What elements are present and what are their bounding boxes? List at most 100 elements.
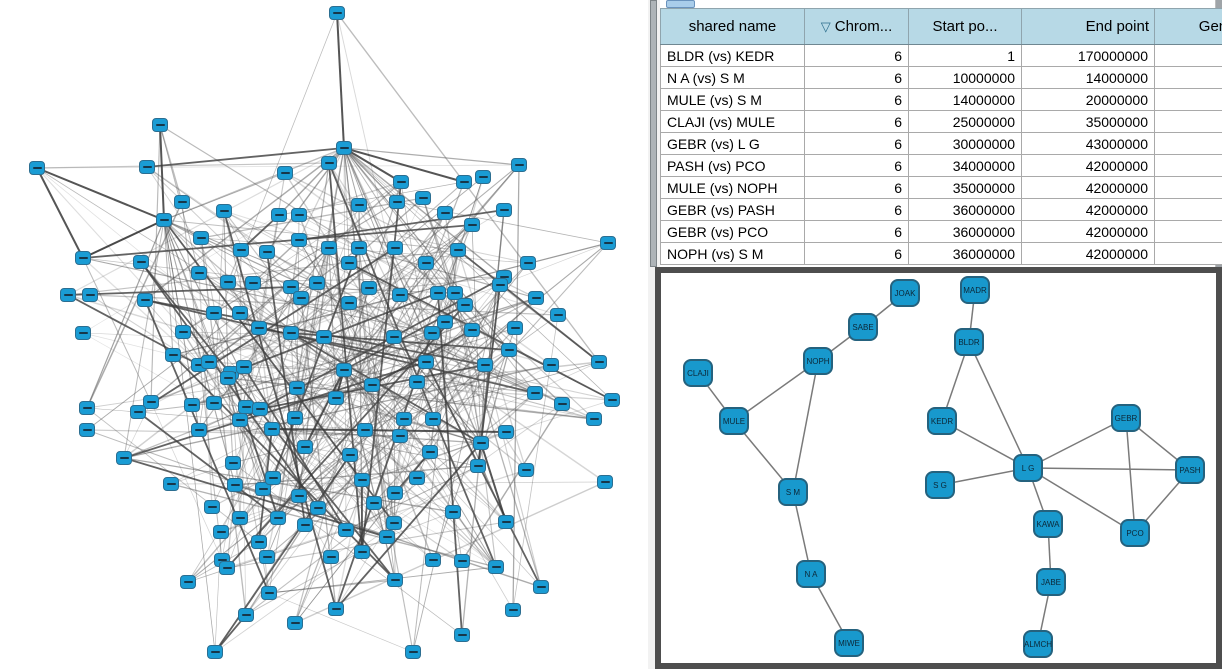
overview-node[interactable]	[289, 381, 305, 395]
overview-node[interactable]	[554, 397, 570, 411]
overview-node[interactable]	[283, 326, 299, 340]
overview-node[interactable]	[321, 241, 337, 255]
overview-node[interactable]	[79, 401, 95, 415]
network-node-sabe[interactable]: SABE	[848, 313, 878, 341]
overview-node[interactable]	[457, 298, 473, 312]
overview-node[interactable]	[204, 500, 220, 514]
overview-node[interactable]	[425, 412, 441, 426]
overview-node[interactable]	[351, 241, 367, 255]
network-overview-panel[interactable]	[0, 0, 648, 669]
overview-node[interactable]	[165, 348, 181, 362]
network-node-miwe[interactable]: MIWE	[834, 629, 864, 657]
overview-node[interactable]	[387, 241, 403, 255]
overview-node[interactable]	[191, 266, 207, 280]
overview-node[interactable]	[207, 645, 223, 659]
column-header-startpo[interactable]: Start po...	[908, 8, 1022, 45]
overview-node[interactable]	[387, 486, 403, 500]
overview-node[interactable]	[492, 278, 508, 292]
column-header-chrom[interactable]: ▽ Chrom...	[804, 8, 909, 45]
overview-node[interactable]	[259, 550, 275, 564]
overview-node[interactable]	[264, 422, 280, 436]
network-node-kedr[interactable]: KEDR	[927, 407, 957, 435]
overview-node[interactable]	[79, 423, 95, 437]
overview-node[interactable]	[396, 412, 412, 426]
overview-node[interactable]	[291, 233, 307, 247]
overview-node[interactable]	[139, 160, 155, 174]
column-header-endpoint[interactable]: End point	[1021, 8, 1155, 45]
overview-node[interactable]	[464, 218, 480, 232]
overview-node[interactable]	[550, 308, 566, 322]
network-node-bldr[interactable]: BLDR	[954, 328, 984, 356]
overview-node[interactable]	[386, 330, 402, 344]
scrollbar-up-cap[interactable]	[1216, 0, 1222, 14]
network-node-jabe[interactable]: JABE	[1036, 568, 1066, 596]
overview-node[interactable]	[219, 561, 235, 575]
overview-node[interactable]	[437, 315, 453, 329]
overview-node[interactable]	[430, 286, 446, 300]
overview-node[interactable]	[287, 411, 303, 425]
table-row[interactable]: GEBR (vs) L G6300000004300000016.9	[660, 132, 1222, 155]
overview-node[interactable]	[293, 291, 309, 305]
overview-node[interactable]	[232, 511, 248, 525]
overview-node[interactable]	[328, 602, 344, 616]
overview-node[interactable]	[366, 496, 382, 510]
overview-node[interactable]	[418, 355, 434, 369]
overview-node[interactable]	[206, 306, 222, 320]
overview-node[interactable]	[259, 245, 275, 259]
overview-node[interactable]	[233, 243, 249, 257]
overview-node[interactable]	[477, 358, 493, 372]
overview-node[interactable]	[464, 323, 480, 337]
overview-node[interactable]	[527, 386, 543, 400]
overview-node[interactable]	[184, 398, 200, 412]
overview-node[interactable]	[232, 413, 248, 427]
overview-node[interactable]	[309, 276, 325, 290]
overview-node[interactable]	[386, 516, 402, 530]
overview-node[interactable]	[533, 580, 549, 594]
overview-node[interactable]	[60, 288, 76, 302]
overview-node[interactable]	[520, 256, 536, 270]
table-row[interactable]: GEBR (vs) PASH636000000420000008.9	[660, 198, 1222, 221]
overview-node[interactable]	[287, 616, 303, 630]
overview-node[interactable]	[238, 608, 254, 622]
overview-node[interactable]	[418, 256, 434, 270]
overview-node[interactable]	[473, 436, 489, 450]
overview-node[interactable]	[354, 545, 370, 559]
overview-node[interactable]	[392, 288, 408, 302]
network-node-madr[interactable]: MADR	[960, 276, 990, 304]
overview-node[interactable]	[316, 330, 332, 344]
overview-node[interactable]	[180, 575, 196, 589]
overview-node[interactable]	[445, 505, 461, 519]
network-node-claji[interactable]: CLAJI	[683, 359, 713, 387]
overview-node[interactable]	[130, 405, 146, 419]
overview-node[interactable]	[225, 456, 241, 470]
overview-node[interactable]	[454, 554, 470, 568]
filter-icon[interactable]: ▽	[820, 19, 831, 34]
overview-node[interactable]	[505, 603, 521, 617]
overview-node[interactable]	[357, 423, 373, 437]
overview-node[interactable]	[174, 195, 190, 209]
overview-node[interactable]	[236, 360, 252, 374]
overview-node[interactable]	[323, 550, 339, 564]
overview-node[interactable]	[216, 204, 232, 218]
overview-node[interactable]	[116, 451, 132, 465]
overview-node[interactable]	[297, 518, 313, 532]
network-node-gebr[interactable]: GEBR	[1111, 404, 1141, 432]
network-node-na[interactable]: N A	[796, 560, 826, 588]
table-row[interactable]: MULE (vs) S M614000000200000007.5	[660, 88, 1222, 111]
overview-node[interactable]	[336, 141, 352, 155]
overview-node[interactable]	[454, 628, 470, 642]
overview-node[interactable]	[336, 363, 352, 377]
table-row[interactable]: N A (vs) S M610000000140000006.6	[660, 66, 1222, 89]
overview-node[interactable]	[283, 280, 299, 294]
overview-node[interactable]	[488, 560, 504, 574]
network-node-pash[interactable]: PASH	[1175, 456, 1205, 484]
network-node-sm[interactable]: S M	[778, 478, 808, 506]
overview-node[interactable]	[328, 391, 344, 405]
overview-node[interactable]	[175, 325, 191, 339]
overview-node[interactable]	[291, 208, 307, 222]
table-row[interactable]: NOPH (vs) S M636000000420000009.9	[660, 242, 1222, 265]
column-header-sharedname[interactable]: shared name	[660, 8, 805, 45]
overview-node[interactable]	[364, 378, 380, 392]
overview-node[interactable]	[498, 425, 514, 439]
overview-node[interactable]	[591, 355, 607, 369]
